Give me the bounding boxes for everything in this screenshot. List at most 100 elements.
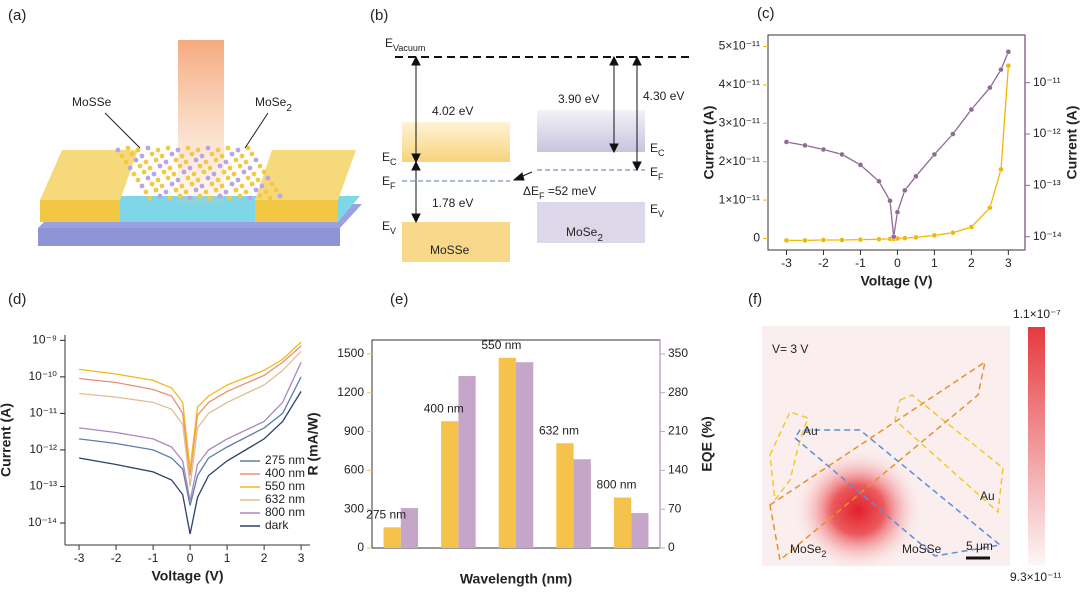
atom <box>249 151 255 157</box>
atom <box>217 163 223 169</box>
atom <box>239 183 245 189</box>
legend-label: 800 nm <box>265 505 305 519</box>
y-axis-title: Current (A) <box>0 403 14 477</box>
atom <box>259 183 265 189</box>
atom <box>267 195 273 201</box>
x-tick-label: 0 <box>894 256 901 270</box>
conduction-band <box>537 110 645 152</box>
atom <box>149 151 155 157</box>
atom <box>159 183 165 189</box>
atom <box>219 153 225 159</box>
data-point <box>876 178 882 184</box>
label: EF <box>382 174 396 191</box>
label: 3.90 eV <box>558 92 599 106</box>
data-point <box>968 224 975 230</box>
atom <box>137 163 143 169</box>
bar-label: 550 nm <box>481 338 521 352</box>
label: =52 meV <box>545 184 597 198</box>
atom <box>253 187 259 193</box>
atom <box>189 181 195 187</box>
atom <box>187 195 193 201</box>
atom <box>235 177 241 183</box>
label-sub: V <box>658 209 664 219</box>
data-line <box>79 350 302 487</box>
bar <box>458 376 476 548</box>
atom <box>169 151 175 157</box>
x-tick-label: 0 <box>187 551 194 565</box>
label: MoSe <box>566 225 598 239</box>
x-tick-label: -1 <box>855 256 866 270</box>
bar <box>400 508 419 548</box>
atom <box>223 159 229 165</box>
x-tick-label: -2 <box>818 256 829 270</box>
electrode-right-top <box>255 150 356 200</box>
data-point <box>987 84 993 91</box>
x-tick-label: -3 <box>781 256 792 270</box>
electrode-left <box>40 200 120 222</box>
atom <box>277 193 283 199</box>
atom <box>231 171 237 177</box>
atom <box>147 195 153 201</box>
atom <box>273 187 279 193</box>
atom <box>207 195 213 201</box>
label: E <box>382 219 390 233</box>
data-point <box>902 235 908 241</box>
atom <box>213 187 219 193</box>
atom <box>147 165 153 171</box>
atom <box>221 169 227 175</box>
y2-axis-title: EQE (%) <box>699 416 715 471</box>
y-tick-label: 10⁻¹¹ <box>29 406 57 420</box>
label-sub: C <box>658 148 665 158</box>
y-tick-label: 10⁻¹⁴ <box>28 515 57 529</box>
atom <box>155 147 161 153</box>
bar <box>556 443 574 548</box>
label: Au <box>803 424 818 438</box>
atom <box>263 189 269 195</box>
atom <box>189 151 195 157</box>
y2-axis-title: Current (A) <box>1064 106 1080 180</box>
atom <box>213 157 219 163</box>
atom <box>237 163 243 169</box>
y-tick-label: 70 <box>668 501 682 515</box>
data-point <box>887 198 893 204</box>
label: EV <box>382 219 396 236</box>
atom <box>115 147 121 153</box>
y-tick-label: 10⁻¹¹ <box>1033 75 1061 89</box>
legend-label: 275 nm <box>265 453 305 467</box>
data-point <box>820 237 827 243</box>
bar <box>573 459 591 548</box>
atom <box>159 153 165 159</box>
atom <box>173 187 179 193</box>
y-tick-label: 210 <box>668 424 688 438</box>
atom <box>233 187 239 193</box>
data-point <box>802 237 808 244</box>
data-point <box>998 166 1004 173</box>
atom <box>245 175 251 181</box>
atom <box>249 181 255 187</box>
data-point <box>876 236 882 242</box>
atom <box>179 153 185 159</box>
atom <box>195 147 201 153</box>
atom <box>161 169 167 175</box>
y-tick-label: 0 <box>357 540 364 554</box>
atom <box>229 151 235 157</box>
y-tick-label: 2×10⁻¹¹ <box>719 154 760 168</box>
atom <box>153 157 159 163</box>
atom <box>185 175 191 181</box>
bar <box>631 513 649 548</box>
label: 1.78 eV <box>432 196 473 210</box>
data-point <box>857 162 864 168</box>
atom <box>247 165 253 171</box>
atom <box>209 151 215 157</box>
atom <box>257 163 263 169</box>
atom <box>225 145 231 151</box>
y-tick-label: 140 <box>668 463 688 477</box>
atom <box>179 183 185 189</box>
atom <box>227 195 233 201</box>
conduction-band <box>402 122 510 162</box>
data-point <box>998 66 1004 73</box>
x-tick-label: -1 <box>148 551 159 565</box>
valence-band <box>402 222 510 262</box>
atom <box>247 195 253 201</box>
